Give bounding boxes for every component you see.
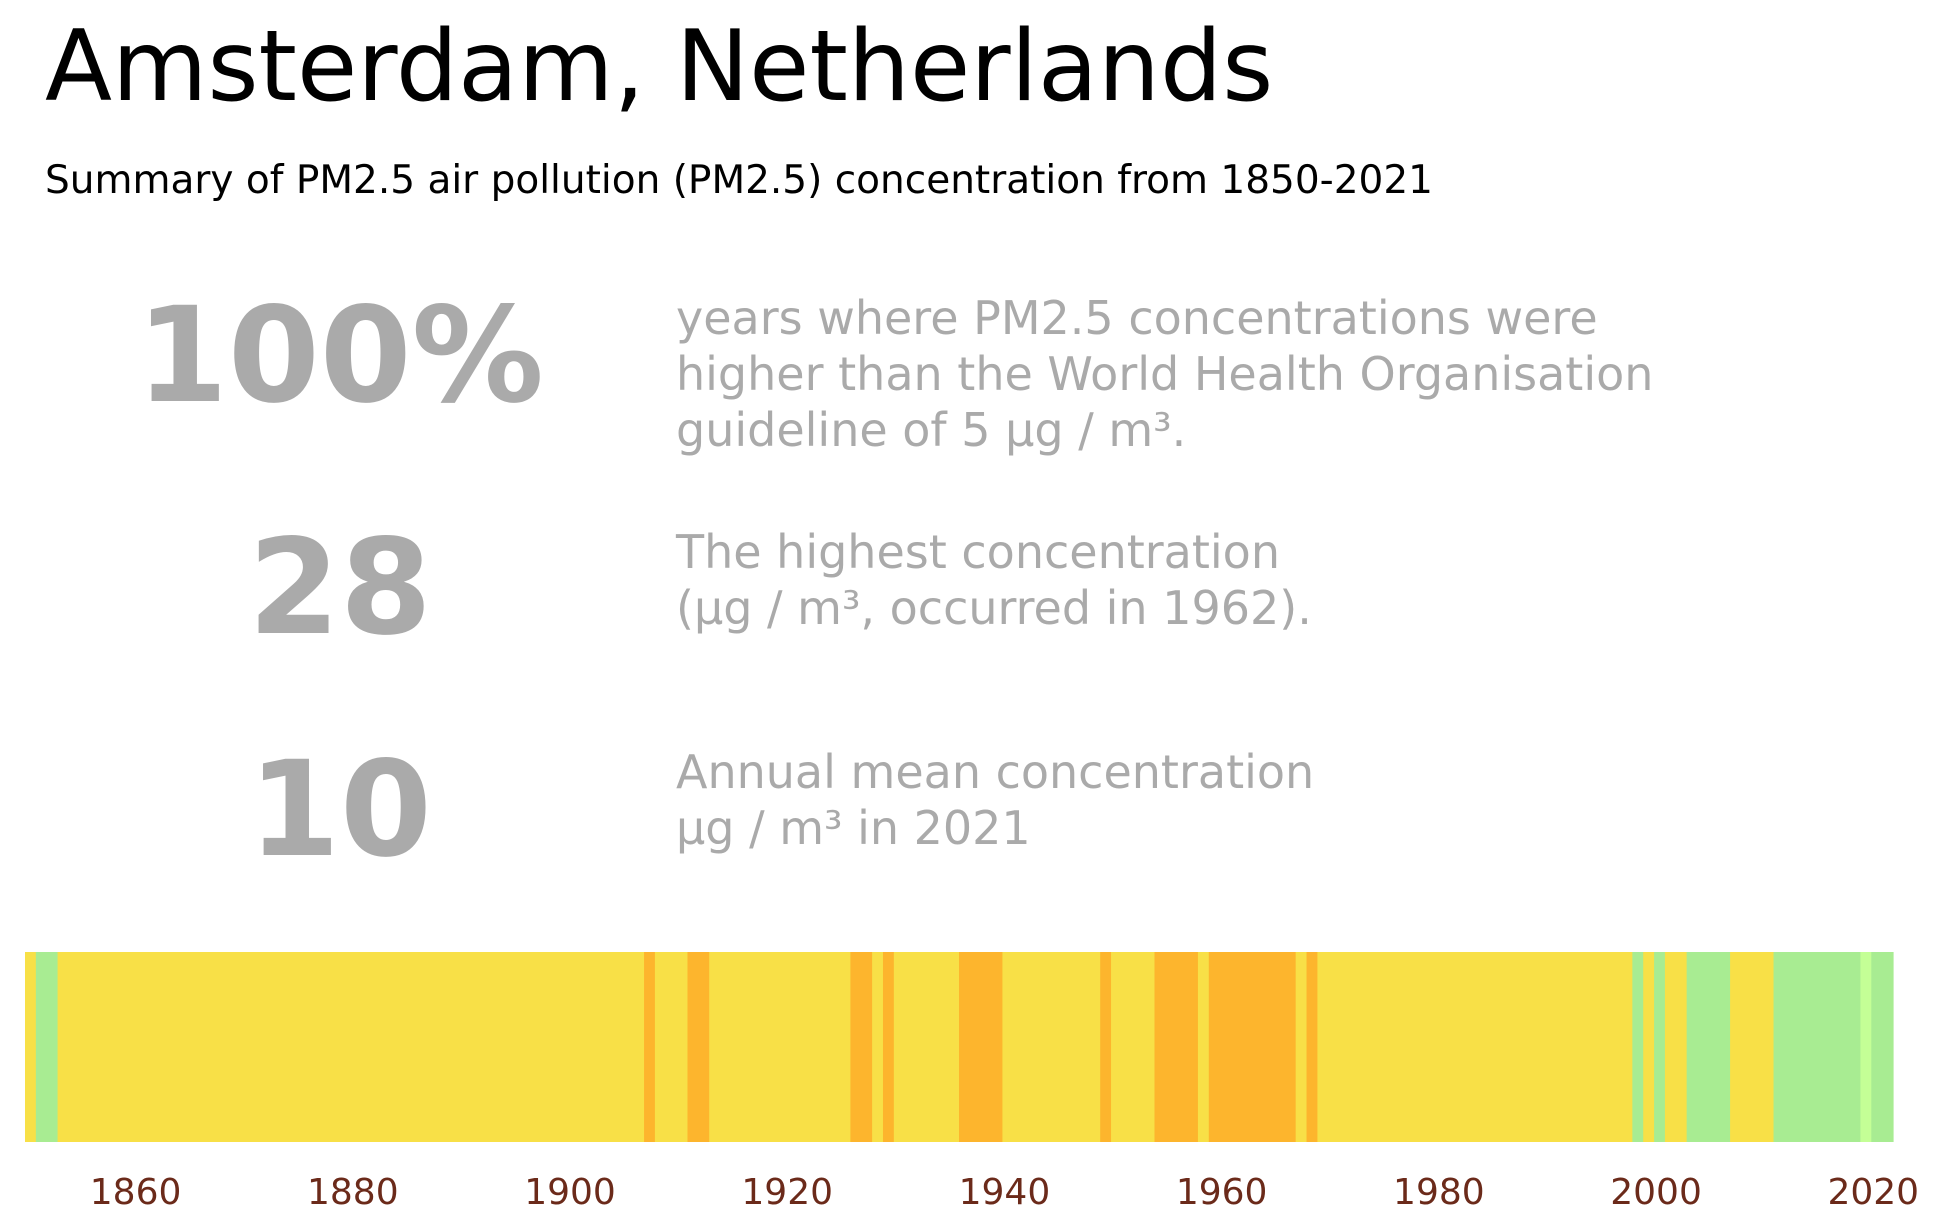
- stripe-2000-2001: [1654, 952, 1666, 1142]
- stripe-1928-1929: [872, 952, 884, 1142]
- stat-mean-line-1: Annual mean concentration: [676, 745, 1315, 799]
- stripe-1954-1958: [1154, 952, 1199, 1142]
- x-tick-label-1900: 1900: [524, 1172, 616, 1213]
- stripe-1851-1853: [35, 952, 59, 1142]
- stripe-2020-2022: [1871, 952, 1894, 1142]
- stat-percent-line-1: years where PM2.5 concentrations were: [676, 291, 1598, 345]
- stripe-1967-1968: [1295, 952, 1308, 1142]
- stat-percent-line-3: guideline of 5 µg / m³.: [676, 403, 1187, 457]
- stat-percent-value: 100%: [136, 279, 544, 433]
- stat-percent-description: years where PM2.5 concentrations were hi…: [676, 290, 1653, 458]
- stripe-1969-1998: [1317, 952, 1633, 1142]
- stat-percent-line-2: higher than the World Health Organisatio…: [676, 347, 1654, 401]
- stripe-1999-2000: [1643, 952, 1655, 1142]
- page-title: Amsterdam, Netherlands: [45, 10, 1274, 124]
- stripe-1959-1967: [1208, 952, 1297, 1142]
- x-tick-label-2020: 2020: [1827, 1172, 1919, 1213]
- x-tick-label-1960: 1960: [1176, 1172, 1268, 1213]
- stat-highest-description: The highest concentration (µg / m³, occu…: [676, 524, 1312, 636]
- stat-mean-line-2: µg / m³ in 2021: [676, 801, 1031, 855]
- x-tick-label-2000: 2000: [1610, 1172, 1702, 1213]
- stripe-2011-2019: [1773, 952, 1862, 1142]
- stripe-1949-1950: [1100, 952, 1112, 1142]
- stripe-2003-2007: [1686, 952, 1731, 1142]
- stripe-1850-1851: [25, 952, 37, 1142]
- x-tick-label-1980: 1980: [1393, 1172, 1485, 1213]
- stripe-1929-1930: [882, 952, 895, 1142]
- stripe-1998-1999: [1632, 952, 1644, 1142]
- stripe-1930-1936: [893, 952, 960, 1142]
- stripe-2007-2011: [1730, 952, 1775, 1142]
- stat-highest-value: 28: [248, 511, 432, 665]
- stripe-1968-1969: [1306, 952, 1318, 1142]
- x-axis-ticks: 1860 1880 1900 1920 1940 1960 1980 2000 2020: [90, 1172, 1919, 1213]
- stripe-group: [25, 952, 1894, 1142]
- page-subtitle: Summary of PM2.5 air pollution (PM2.5) c…: [45, 158, 1433, 203]
- stripe-1913-1926: [709, 952, 851, 1142]
- x-tick-label-1920: 1920: [741, 1172, 833, 1213]
- stripe-1926-1928: [850, 952, 873, 1142]
- x-tick-label-1880: 1880: [307, 1172, 399, 1213]
- stripe-1911-1913: [687, 952, 710, 1142]
- stripe-1853-1907: [57, 952, 645, 1142]
- stat-mean-description: Annual mean concentration µg / m³ in 202…: [676, 744, 1314, 856]
- stripe-1958-1959: [1197, 952, 1210, 1142]
- stripe-1907-1908: [644, 952, 656, 1142]
- stripe-1936-1940: [959, 952, 1004, 1142]
- x-tick-label-1940: 1940: [959, 1172, 1051, 1213]
- stat-highest-line-1: The highest concentration: [676, 525, 1280, 579]
- x-tick-label-1860: 1860: [90, 1172, 182, 1213]
- stat-highest-line-2: (µg / m³, occurred in 1962).: [676, 581, 1312, 635]
- stat-mean-value: 10: [248, 733, 432, 887]
- stripe-1940-1949: [1002, 952, 1101, 1142]
- stripe-2001-2003: [1664, 952, 1688, 1142]
- stripe-1950-1954: [1111, 952, 1156, 1142]
- stripe-1908-1911: [654, 952, 689, 1142]
- stripe-2019-2020: [1860, 952, 1872, 1142]
